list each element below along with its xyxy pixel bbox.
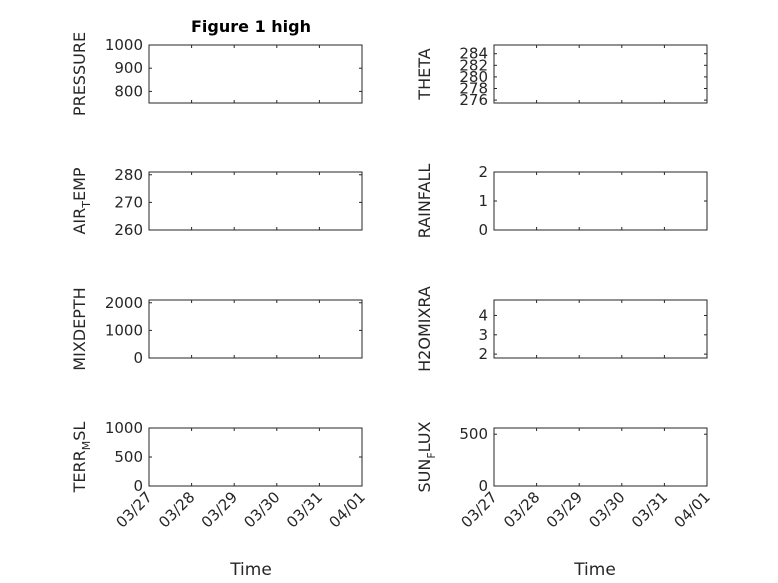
figure-title: Figure 1 high	[191, 17, 311, 36]
y-axis-label: RAINFALL	[415, 164, 434, 239]
y-tick-label: 270	[114, 193, 143, 211]
x-tick-label: 03/30	[240, 488, 283, 531]
y-tick-label: 1000	[105, 419, 143, 437]
y-axis-label: AIRTEMP	[70, 167, 93, 234]
axes-frame	[148, 44, 363, 104]
y-tick-label: 0	[478, 221, 488, 239]
y-axis-label: H2OMIXRA	[415, 286, 434, 372]
y-tick-label: 2000	[105, 294, 143, 312]
axes-frame	[148, 171, 363, 231]
y-axis-label: MIXDEPTH	[70, 287, 89, 370]
x-tick-label: 03/29	[543, 488, 586, 531]
x-axis-label-right: Time	[573, 560, 616, 580]
subplot-terr-msl: 03/27 03/28 03/29 03/30 03/31 04/0105001000TE…	[70, 419, 369, 531]
y-tick-label: 278	[459, 80, 488, 98]
x-tick-label: 03/28	[500, 488, 543, 531]
subplot-h2omixra: 23 4 H2OMIXRA	[415, 286, 708, 372]
subplot-rainfall: 0 1 2 RAINFALL	[415, 163, 708, 239]
x-tick-label: 03/30	[585, 488, 628, 531]
y-tick-label: 4	[478, 306, 488, 324]
y-tick-label: 500	[114, 448, 143, 466]
x-tick-label: 03/31	[628, 488, 671, 531]
y-tick-label: 280	[114, 166, 143, 184]
y-tick-label: 260	[114, 221, 143, 239]
subplot-pressure: 800 900 1000 PRESSURE	[70, 32, 363, 116]
y-axis-label: THETA	[415, 48, 434, 100]
y-tick-label: 0	[478, 477, 488, 495]
y-tick-label: 1	[478, 192, 488, 210]
y-tick-label: 0	[133, 349, 143, 367]
y-axis-label: TERRMSL	[70, 422, 93, 494]
axes-frame	[493, 299, 708, 359]
y-tick-label: 284	[459, 45, 488, 63]
x-tick-label: 03/28	[155, 488, 198, 531]
x-tick-label: 04/01	[671, 488, 714, 531]
y-tick-label: 800	[114, 82, 143, 100]
axes-frame	[493, 427, 708, 487]
x-tick-label: 03/29	[198, 488, 241, 531]
subplot-mixdepth: 0 1000 2000 MIXDEPTH	[70, 287, 363, 371]
axes-frame	[493, 44, 708, 104]
subplot-air-temp: 260 270 280 AIRTEMP	[70, 166, 363, 239]
y-tick-label: 276	[459, 91, 488, 109]
y-tick-label: 500	[459, 425, 488, 443]
y-tick-label: 0	[133, 477, 143, 495]
y-tick-label: 900	[114, 59, 143, 77]
y-tick-label: 2	[478, 163, 488, 181]
y-tick-label: 282	[459, 56, 488, 74]
axes-frame	[148, 299, 363, 359]
x-tick-label: 03/31	[283, 488, 326, 531]
y-tick-label: 2	[478, 345, 488, 363]
subplot-sun-flux: 03/27 03/28 03/29 03/30 03/31 04/010500SUNFLU…	[415, 421, 714, 531]
y-tick-label: 1000	[105, 321, 143, 339]
y-axis-label: PRESSURE	[70, 32, 89, 116]
x-tick-label: 04/01	[326, 488, 369, 531]
axes-frame	[493, 171, 708, 231]
y-axis-label: SUNFLUX	[415, 421, 438, 492]
y-tick-label: 3	[478, 326, 488, 344]
axes-frame	[148, 427, 363, 487]
y-tick-label: 1000	[105, 36, 143, 54]
y-tick-label: 280	[459, 68, 488, 86]
x-axis-label-left: Time	[229, 560, 272, 580]
